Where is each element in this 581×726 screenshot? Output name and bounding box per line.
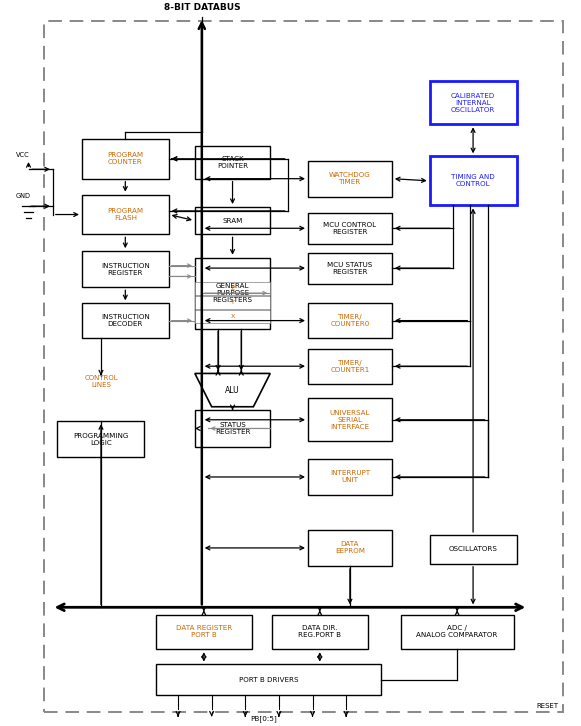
Text: Y: Y bbox=[231, 300, 235, 305]
Bar bbox=[82, 251, 169, 287]
Bar bbox=[429, 535, 517, 564]
Text: STACK
POINTER: STACK POINTER bbox=[217, 156, 248, 169]
Text: INSTRUCTION
REGISTER: INSTRUCTION REGISTER bbox=[101, 263, 150, 276]
Bar bbox=[82, 139, 169, 179]
Bar bbox=[44, 21, 563, 712]
Bar bbox=[308, 459, 392, 495]
Bar bbox=[429, 156, 517, 205]
Bar bbox=[82, 303, 169, 338]
Text: PORT B DRIVERS: PORT B DRIVERS bbox=[239, 677, 298, 682]
Text: GENERAL
PURPOSE
REGISTERS: GENERAL PURPOSE REGISTERS bbox=[213, 283, 253, 303]
Text: INSTRUCTION
DECODER: INSTRUCTION DECODER bbox=[101, 314, 150, 327]
Bar bbox=[195, 146, 270, 179]
Bar bbox=[195, 410, 270, 446]
Text: PROGRAM
FLASH: PROGRAM FLASH bbox=[107, 208, 144, 221]
Bar bbox=[401, 614, 514, 649]
Text: CALIBRATED
INTERNAL
OSCILLATOR: CALIBRATED INTERNAL OSCILLATOR bbox=[451, 93, 495, 113]
Bar bbox=[58, 421, 145, 457]
Text: ADC /
ANALOG COMPARATOR: ADC / ANALOG COMPARATOR bbox=[417, 625, 498, 638]
Text: TIMER/
COUNTER1: TIMER/ COUNTER1 bbox=[330, 359, 370, 372]
Bar bbox=[308, 160, 392, 197]
Bar bbox=[156, 664, 381, 695]
Bar bbox=[195, 310, 270, 323]
Bar bbox=[195, 258, 270, 329]
Bar bbox=[308, 398, 392, 441]
Text: PROGRAM
COUNTER: PROGRAM COUNTER bbox=[107, 152, 144, 166]
Bar bbox=[195, 296, 270, 309]
Bar bbox=[195, 207, 270, 234]
Text: WATCHDOG
TIMER: WATCHDOG TIMER bbox=[329, 172, 371, 185]
Bar bbox=[429, 81, 517, 124]
Text: RESET: RESET bbox=[537, 703, 559, 709]
Bar bbox=[308, 530, 392, 566]
Text: DATA REGISTER
PORT B: DATA REGISTER PORT B bbox=[175, 625, 232, 638]
Text: VCC: VCC bbox=[16, 152, 30, 158]
Text: GND: GND bbox=[15, 193, 30, 199]
Text: 8-BIT DATABUS: 8-BIT DATABUS bbox=[163, 3, 240, 12]
Polygon shape bbox=[195, 373, 270, 407]
Bar bbox=[308, 348, 392, 383]
Text: OSCILLATORS: OSCILLATORS bbox=[449, 547, 497, 552]
Text: STATUS
REGISTER: STATUS REGISTER bbox=[215, 422, 250, 435]
Bar bbox=[82, 195, 169, 234]
Text: ALU: ALU bbox=[225, 386, 240, 395]
Text: Z: Z bbox=[231, 286, 235, 291]
Text: UNIVERSAL
SERIAL
INTERFACE: UNIVERSAL SERIAL INTERFACE bbox=[329, 409, 370, 430]
Bar bbox=[308, 253, 392, 284]
Text: TIMING AND
CONTROL: TIMING AND CONTROL bbox=[451, 174, 495, 187]
Bar bbox=[156, 614, 252, 649]
Text: CONTROL
LINES: CONTROL LINES bbox=[84, 375, 118, 388]
Text: PROGRAMMING
LOGIC: PROGRAMMING LOGIC bbox=[73, 433, 128, 446]
Text: DATA
EEPROM: DATA EEPROM bbox=[335, 542, 365, 555]
Bar bbox=[195, 282, 270, 295]
Text: MCU CONTROL
REGISTER: MCU CONTROL REGISTER bbox=[324, 221, 376, 234]
Text: DATA DIR.
REG.PORT B: DATA DIR. REG.PORT B bbox=[298, 625, 341, 638]
Bar bbox=[308, 213, 392, 244]
Bar bbox=[308, 303, 392, 338]
Text: INTERRUPT
UNIT: INTERRUPT UNIT bbox=[330, 470, 370, 484]
Text: PB[0:5]: PB[0:5] bbox=[250, 716, 277, 722]
Text: SRAM: SRAM bbox=[223, 218, 243, 224]
Text: TIMER/
COUNTER0: TIMER/ COUNTER0 bbox=[330, 314, 370, 327]
Text: MCU STATUS
REGISTER: MCU STATUS REGISTER bbox=[327, 261, 372, 274]
Text: X: X bbox=[231, 314, 235, 319]
Bar bbox=[272, 614, 368, 649]
